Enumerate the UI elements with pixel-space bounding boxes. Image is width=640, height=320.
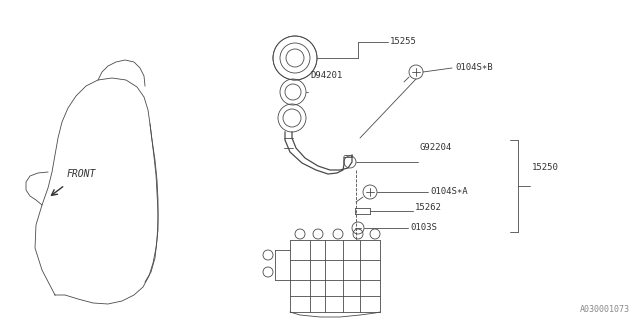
Text: A030001073: A030001073 — [580, 305, 630, 314]
Text: FRONT: FRONT — [67, 169, 97, 179]
Text: 15262: 15262 — [415, 204, 442, 212]
Text: 0104S∗B: 0104S∗B — [455, 63, 493, 73]
Text: 0104S∗A: 0104S∗A — [430, 188, 468, 196]
Text: 15255: 15255 — [390, 37, 417, 46]
Text: 15250: 15250 — [532, 164, 559, 172]
Text: 0103S: 0103S — [410, 223, 437, 233]
Text: G92204: G92204 — [420, 143, 452, 153]
Text: D94201: D94201 — [310, 70, 342, 79]
